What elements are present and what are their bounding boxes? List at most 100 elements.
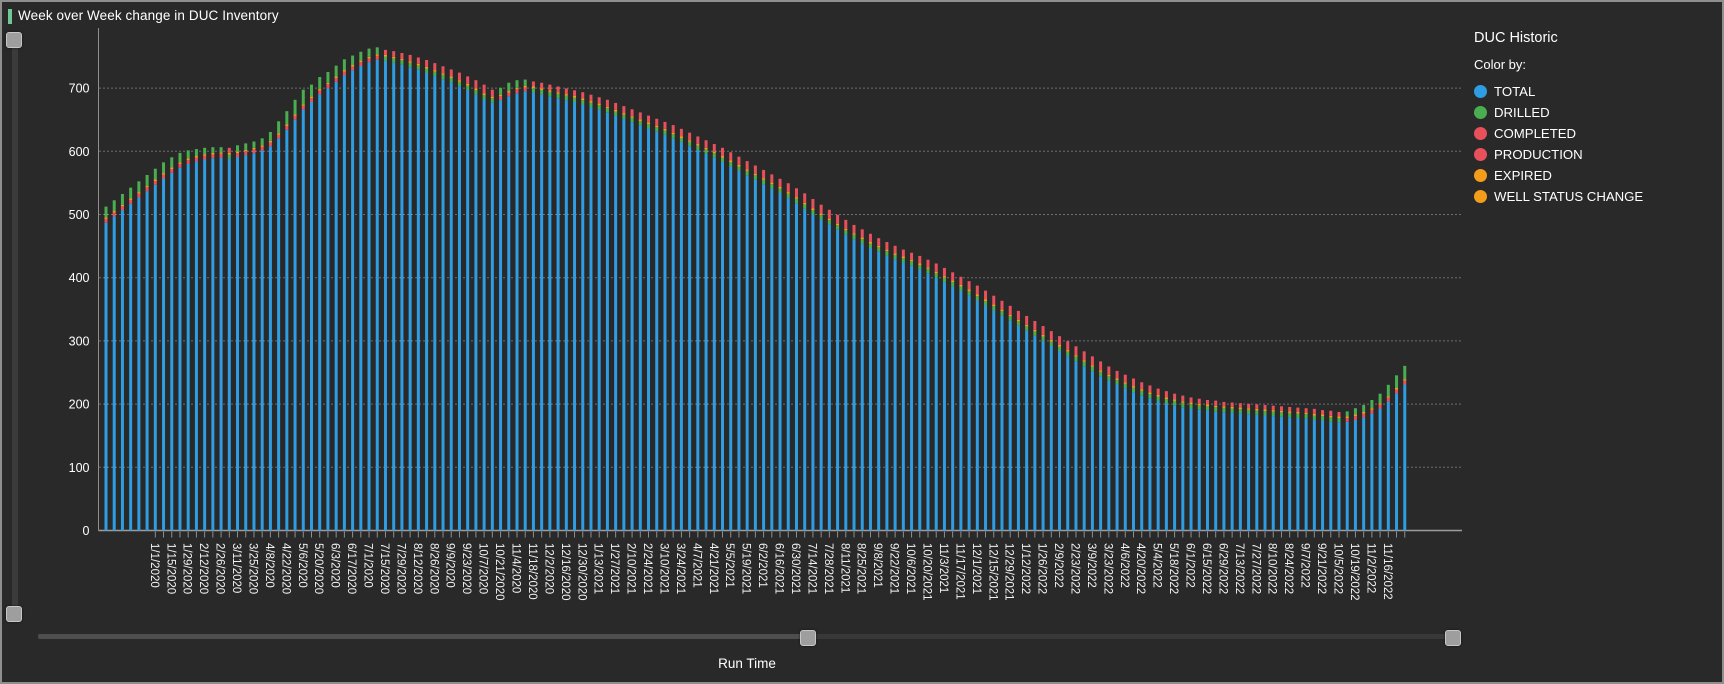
bar-segment-total[interactable] [844, 234, 848, 531]
bar-segment-expired[interactable] [868, 241, 872, 244]
bar-segment-total[interactable] [153, 184, 157, 531]
bar-week-22[interactable] [285, 111, 289, 531]
bar-segment-total[interactable] [1312, 419, 1316, 531]
bar-week-95[interactable] [885, 241, 889, 531]
bar-segment-expired[interactable] [540, 88, 544, 90]
bar-segment-total[interactable] [1181, 407, 1185, 531]
bar-week-132[interactable] [1189, 397, 1193, 531]
bar-segment-expired[interactable] [326, 82, 330, 85]
bar-week-148[interactable] [1321, 410, 1325, 531]
bar-segment-total[interactable] [318, 94, 322, 531]
bar-segment-drilled[interactable] [762, 179, 766, 185]
bar-segment-completed[interactable] [1271, 405, 1275, 411]
bar-week-118[interactable] [1074, 346, 1078, 531]
bar-week-8[interactable] [170, 157, 174, 531]
bar-segment-expired[interactable] [1222, 406, 1226, 408]
bar-segment-completed[interactable] [836, 214, 840, 224]
bar-week-147[interactable] [1312, 408, 1316, 531]
bar-segment-expired[interactable] [474, 88, 478, 90]
bar-week-19[interactable] [260, 138, 264, 531]
bar-segment-expired[interactable] [959, 284, 963, 287]
bar-week-71[interactable] [688, 132, 692, 531]
bar-segment-drilled[interactable] [466, 85, 470, 90]
bar-segment-completed[interactable] [1263, 405, 1267, 410]
bar-segment-expired[interactable] [178, 162, 182, 164]
bar-segment-drilled[interactable] [548, 91, 552, 97]
bar-week-113[interactable] [1033, 320, 1037, 531]
bar-segment-completed[interactable] [153, 181, 157, 185]
bar-segment-completed[interactable] [441, 66, 445, 74]
bar-segment-completed[interactable] [901, 249, 905, 257]
bar-segment-total[interactable] [581, 104, 585, 531]
y-axis-zoom-slider-top-handle[interactable] [6, 32, 22, 48]
bar-week-1[interactable] [112, 200, 116, 531]
bar-segment-completed[interactable] [1255, 404, 1259, 409]
bar-segment-expired[interactable] [523, 85, 527, 88]
bar-week-123[interactable] [1115, 370, 1119, 531]
bar-segment-expired[interactable] [794, 197, 798, 199]
bar-segment-drilled[interactable] [334, 65, 338, 77]
bar-week-29[interactable] [342, 59, 346, 531]
bar-segment-expired[interactable] [1049, 339, 1053, 342]
bar-week-55[interactable] [556, 86, 560, 531]
bar-segment-total[interactable] [170, 172, 174, 531]
bar-segment-total[interactable] [630, 122, 634, 531]
bar-week-102[interactable] [942, 267, 946, 531]
bar-segment-total[interactable] [293, 119, 297, 531]
bar-week-0[interactable] [104, 206, 108, 531]
bar-week-84[interactable] [794, 188, 798, 531]
bar-segment-expired[interactable] [671, 132, 675, 135]
bar-segment-completed[interactable] [1189, 397, 1193, 403]
bar-segment-expired[interactable] [1353, 414, 1357, 417]
bar-segment-total[interactable] [515, 93, 519, 531]
bar-week-150[interactable] [1337, 412, 1341, 531]
bar-segment-drilled[interactable] [318, 77, 322, 90]
bar-segment-drilled[interactable] [893, 254, 897, 260]
bar-segment-total[interactable] [836, 229, 840, 531]
bar-segment-expired[interactable] [1066, 350, 1070, 352]
bar-week-12[interactable] [203, 147, 207, 531]
bar-segment-total[interactable] [1016, 325, 1020, 531]
bar-segment-expired[interactable] [975, 294, 979, 297]
bar-segment-completed[interactable] [416, 57, 420, 64]
bar-segment-total[interactable] [770, 188, 774, 531]
bar-week-63[interactable] [622, 106, 626, 531]
bar-segment-completed[interactable] [786, 183, 790, 193]
bar-segment-total[interactable] [112, 216, 116, 531]
bar-week-64[interactable] [630, 109, 634, 531]
bar-segment-total[interactable] [663, 134, 667, 531]
bar-segment-completed[interactable] [942, 267, 946, 277]
bar-segment-expired[interactable] [573, 96, 577, 98]
bar-segment-expired[interactable] [120, 204, 124, 207]
bar-segment-total[interactable] [737, 170, 741, 531]
bar-segment-expired[interactable] [1107, 374, 1111, 377]
bar-segment-completed[interactable] [745, 161, 749, 170]
bar-segment-total[interactable] [433, 76, 437, 531]
bar-segment-expired[interactable] [786, 192, 790, 194]
bar-week-13[interactable] [211, 147, 215, 531]
bar-segment-completed[interactable] [1279, 406, 1283, 411]
bar-week-119[interactable] [1082, 351, 1086, 531]
bar-segment-drilled[interactable] [400, 60, 404, 65]
bar-segment-total[interactable] [1115, 384, 1119, 531]
bar-segment-completed[interactable] [285, 126, 289, 130]
bar-segment-total[interactable] [605, 112, 609, 531]
bar-segment-total[interactable] [162, 178, 166, 531]
bar-segment-total[interactable] [778, 193, 782, 531]
bar-segment-expired[interactable] [589, 101, 593, 103]
bar-week-4[interactable] [137, 181, 141, 531]
bar-segment-expired[interactable] [449, 76, 453, 78]
bar-segment-drilled[interactable] [104, 206, 108, 218]
bar-week-110[interactable] [1008, 305, 1012, 531]
bar-segment-total[interactable] [1222, 412, 1226, 531]
bar-segment-completed[interactable] [753, 165, 757, 174]
bar-segment-expired[interactable] [342, 70, 346, 72]
bar-segment-total[interactable] [1000, 315, 1004, 531]
bar-segment-total[interactable] [893, 259, 897, 531]
bar-segment-total[interactable] [729, 166, 733, 531]
bar-segment-expired[interactable] [236, 151, 240, 154]
bar-segment-expired[interactable] [942, 276, 946, 278]
bar-segment-total[interactable] [1304, 418, 1308, 531]
bar-segment-total[interactable] [375, 59, 379, 531]
bar-week-88[interactable] [827, 209, 831, 531]
